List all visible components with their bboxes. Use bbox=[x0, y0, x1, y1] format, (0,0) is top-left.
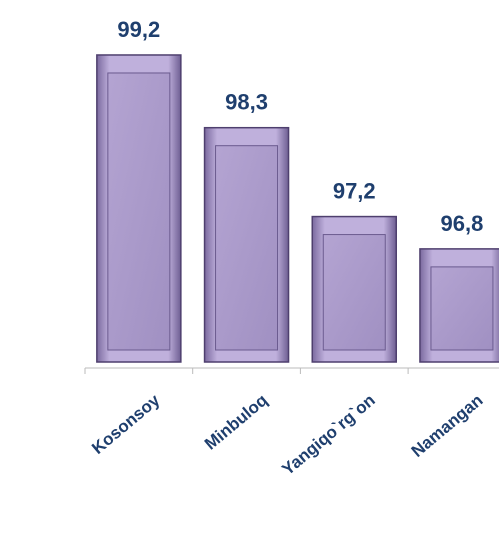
bar-bevel bbox=[215, 145, 279, 351]
value-label: 99,2 bbox=[117, 17, 160, 42]
value-label: 97,2 bbox=[333, 179, 376, 204]
bar-bevel bbox=[430, 266, 494, 351]
value-label: 96,8 bbox=[441, 211, 484, 236]
x-tick-label: Namangan bbox=[408, 391, 487, 461]
bar-bevel bbox=[107, 72, 171, 351]
x-tick-label: Minbuloq bbox=[201, 391, 271, 454]
bar-bevel bbox=[322, 234, 386, 351]
value-label: 98,3 bbox=[225, 90, 268, 115]
x-tick-label: Kosonsoy bbox=[88, 390, 164, 458]
x-tick-label: Yangiqo`rg`on bbox=[278, 391, 378, 480]
